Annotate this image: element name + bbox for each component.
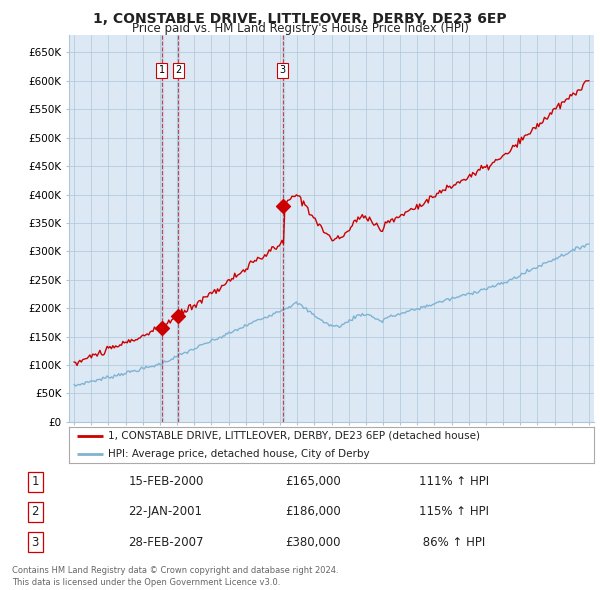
Text: 22-JAN-2001: 22-JAN-2001: [128, 505, 202, 519]
Text: 2: 2: [32, 505, 39, 519]
Text: 1, CONSTABLE DRIVE, LITTLEOVER, DERBY, DE23 6EP: 1, CONSTABLE DRIVE, LITTLEOVER, DERBY, D…: [93, 12, 507, 26]
Text: 3: 3: [32, 536, 39, 549]
Text: £165,000: £165,000: [286, 475, 341, 488]
Bar: [282, 35, 284, 422]
Text: £380,000: £380,000: [286, 536, 341, 549]
Text: 1: 1: [159, 65, 165, 75]
Text: 2: 2: [175, 65, 181, 75]
Text: Contains HM Land Registry data © Crown copyright and database right 2024.
This d: Contains HM Land Registry data © Crown c…: [12, 566, 338, 587]
Text: HPI: Average price, detached house, City of Derby: HPI: Average price, detached house, City…: [109, 449, 370, 459]
Text: 115% ↑ HPI: 115% ↑ HPI: [419, 505, 490, 519]
Point: [157, 323, 167, 333]
Point: [278, 201, 287, 211]
Bar: [178, 35, 179, 422]
Text: 1: 1: [32, 475, 39, 488]
Text: 15-FEB-2000: 15-FEB-2000: [128, 475, 204, 488]
Text: 3: 3: [280, 65, 286, 75]
Bar: [161, 35, 163, 422]
Text: Price paid vs. HM Land Registry's House Price Index (HPI): Price paid vs. HM Land Registry's House …: [131, 22, 469, 35]
Point: [173, 312, 183, 321]
Text: £186,000: £186,000: [286, 505, 341, 519]
Text: 111% ↑ HPI: 111% ↑ HPI: [419, 475, 490, 488]
Text: 28-FEB-2007: 28-FEB-2007: [128, 536, 204, 549]
Text: 1, CONSTABLE DRIVE, LITTLEOVER, DERBY, DE23 6EP (detached house): 1, CONSTABLE DRIVE, LITTLEOVER, DERBY, D…: [109, 431, 481, 441]
Text: 86% ↑ HPI: 86% ↑ HPI: [419, 536, 485, 549]
